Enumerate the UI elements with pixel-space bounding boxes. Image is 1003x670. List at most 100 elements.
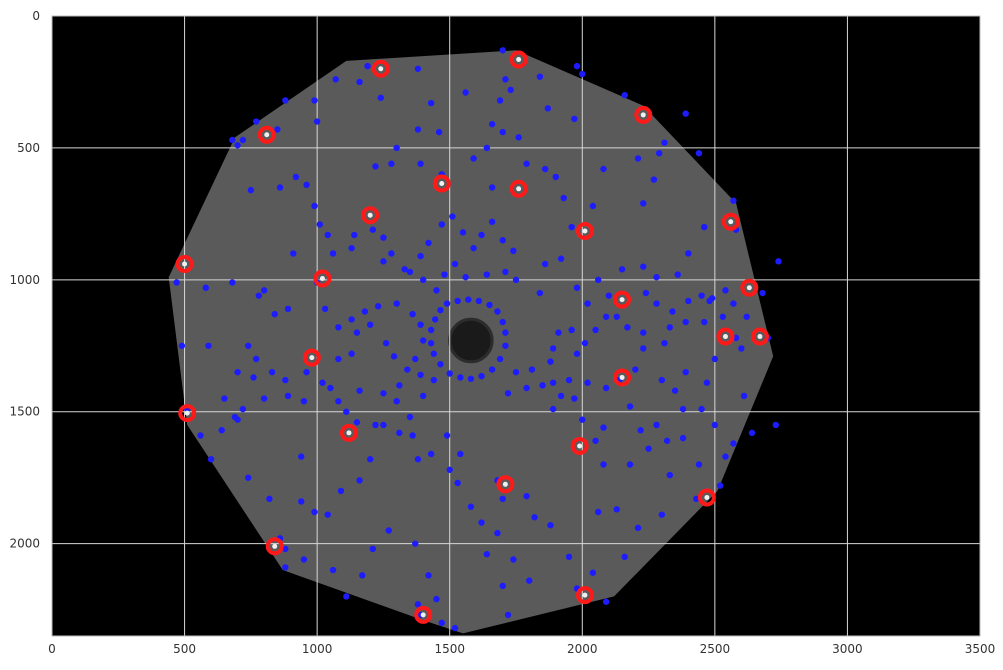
blue-dot (393, 300, 400, 307)
blue-dot (366, 456, 374, 463)
blue-dot (600, 461, 607, 468)
blue-dot (385, 527, 392, 534)
blue-dot (459, 229, 467, 236)
blue-dot (539, 382, 546, 389)
blue-dot (512, 368, 520, 376)
blue-dot (372, 421, 379, 429)
blue-dot (544, 105, 552, 112)
y-tick-label: 1500 (9, 405, 40, 419)
blue-dot (499, 582, 506, 590)
blue-dot (594, 276, 602, 284)
marker-center (346, 430, 352, 436)
blue-dot (502, 342, 509, 349)
blue-dot (359, 572, 366, 579)
red-ring-marker (509, 50, 528, 69)
blue-dot (454, 297, 461, 305)
blue-dot (409, 310, 416, 318)
marker-center (577, 443, 583, 449)
blue-dot (549, 379, 557, 386)
blue-dot (443, 432, 451, 439)
marker-center (439, 181, 445, 187)
blue-dot (284, 392, 292, 400)
y-tick-label: 500 (17, 141, 40, 155)
blue-dot (457, 450, 464, 458)
red-ring-marker (265, 537, 284, 556)
blue-dot (255, 292, 263, 299)
blue-dot (560, 194, 567, 202)
blue-dot (661, 139, 668, 146)
blue-dot (348, 244, 355, 252)
blue-dot (229, 279, 236, 286)
blue-dot (701, 223, 708, 231)
marker-center (640, 112, 646, 118)
blue-dot (420, 337, 427, 344)
blue-dot (557, 255, 565, 262)
blue-dot (499, 47, 506, 54)
blue-dot (671, 387, 679, 394)
blue-dot (679, 405, 687, 413)
blue-dot (759, 289, 766, 297)
blue-dot (738, 345, 745, 352)
blue-dot (573, 284, 581, 291)
y-tick-label: 0 (32, 9, 40, 23)
blue-dot (478, 231, 485, 239)
blue-dot (245, 474, 252, 481)
blue-dot (695, 149, 703, 157)
blue-dot (600, 424, 607, 431)
blue-dot (343, 408, 350, 415)
blue-dot (613, 313, 620, 320)
blue-dot (271, 310, 278, 318)
blue-dot (685, 250, 692, 257)
blue-dot (454, 479, 461, 487)
blue-dot (624, 324, 631, 331)
blue-dot (396, 429, 403, 437)
blue-dot (412, 540, 419, 547)
red-ring-marker (750, 327, 769, 346)
blue-dot (311, 97, 318, 104)
blue-dot (298, 498, 305, 505)
blue-dot (374, 303, 382, 310)
blue-dot (427, 339, 435, 347)
blue-dot (701, 318, 708, 326)
x-tick-label: 2500 (700, 642, 731, 656)
blue-dot (594, 508, 602, 516)
marker-center (619, 374, 625, 380)
red-ring-marker (575, 586, 594, 605)
blue-dot (393, 144, 400, 152)
blue-dot (446, 466, 453, 473)
blue-dot (640, 200, 647, 207)
red-ring-marker (432, 174, 451, 193)
blue-dot (565, 376, 573, 384)
blue-dot (300, 397, 308, 405)
blue-dot (666, 471, 673, 479)
blue-dot (602, 384, 610, 392)
blue-dot (425, 239, 432, 247)
blue-dot (573, 350, 581, 357)
blue-dot (682, 110, 689, 117)
blue-dot (523, 492, 530, 500)
red-ring-marker (716, 327, 735, 346)
blue-dot (437, 306, 444, 314)
blue-dot (568, 326, 575, 334)
blue-dot (693, 495, 700, 503)
blue-dot (584, 300, 591, 307)
blue-dot (260, 395, 268, 402)
blue-dot (772, 421, 780, 429)
marker-center (582, 228, 588, 234)
blue-dot (589, 202, 597, 210)
blue-dot (695, 461, 703, 468)
blue-dot (388, 160, 395, 167)
blue-dot (634, 155, 642, 162)
marker-center (722, 334, 728, 340)
blue-dot (483, 144, 491, 152)
blue-dot (552, 173, 559, 181)
blue-dot (438, 619, 445, 627)
blue-dot (526, 577, 533, 584)
blue-dot (645, 445, 652, 452)
blue-dot (343, 593, 350, 600)
blue-dot (658, 511, 666, 518)
x-tick-label: 3500 (965, 642, 996, 656)
blue-dot (380, 258, 387, 265)
blue-dot (337, 487, 345, 495)
blue-dot (743, 313, 750, 320)
